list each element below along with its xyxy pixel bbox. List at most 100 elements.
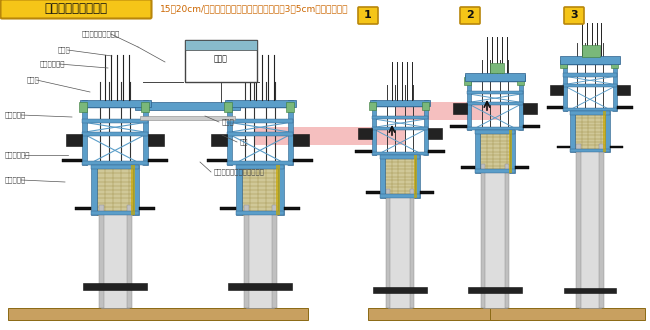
Bar (141, 102, 149, 112)
Bar (578, 152, 601, 308)
Bar (467, 102, 523, 105)
Bar (366, 191, 380, 193)
Bar (515, 166, 529, 169)
Bar (465, 73, 525, 81)
Bar (284, 207, 300, 210)
FancyBboxPatch shape (564, 7, 584, 24)
Bar (227, 119, 293, 123)
Bar (415, 155, 421, 198)
Bar (485, 173, 505, 308)
Bar (563, 73, 617, 77)
Bar (410, 189, 414, 308)
Bar (563, 108, 617, 111)
Bar (91, 165, 97, 215)
Bar (82, 119, 148, 123)
Bar (517, 77, 524, 85)
Bar (372, 127, 428, 130)
Bar (372, 152, 428, 155)
Bar (380, 155, 385, 198)
Bar (368, 308, 498, 320)
Bar (185, 40, 257, 82)
Bar (599, 144, 604, 308)
Bar (369, 102, 376, 110)
Bar (286, 102, 294, 112)
Bar (255, 127, 405, 145)
Bar (148, 159, 168, 162)
Bar (390, 198, 410, 308)
Text: 3: 3 (570, 11, 578, 20)
Bar (62, 159, 82, 162)
Bar (131, 165, 135, 215)
Bar (570, 111, 610, 115)
Bar (148, 134, 164, 146)
Bar (413, 155, 417, 198)
Text: 15～20cm/層で打設、打設スピードに合わせ3～5cm毎にスライド: 15～20cm/層で打設、打設スピードに合わせ3～5cm毎にスライド (160, 5, 348, 14)
Bar (395, 102, 500, 120)
Bar (467, 91, 523, 94)
Bar (82, 132, 148, 136)
Bar (380, 194, 421, 198)
Bar (580, 152, 600, 308)
FancyBboxPatch shape (358, 7, 378, 24)
Bar (508, 130, 512, 173)
Bar (453, 104, 467, 114)
Text: 油圧ポンプユニット: 油圧ポンプユニット (82, 31, 120, 37)
Bar (428, 150, 445, 153)
Bar (140, 116, 235, 120)
Bar (236, 211, 284, 215)
Bar (276, 165, 280, 215)
Bar (143, 100, 148, 165)
Text: 可動ヨーク: 可動ヨーク (5, 177, 26, 183)
Bar (422, 102, 429, 110)
Bar (547, 106, 563, 109)
Bar (450, 125, 467, 128)
Bar (227, 161, 293, 165)
Bar (467, 127, 523, 130)
Bar (227, 104, 293, 108)
Bar (8, 308, 308, 320)
Bar (82, 104, 148, 108)
Bar (248, 215, 272, 308)
Text: 水準器: 水準器 (222, 119, 235, 125)
Bar (236, 165, 284, 169)
Bar (610, 146, 623, 148)
Bar (480, 130, 510, 173)
Bar (99, 205, 103, 308)
Bar (79, 102, 87, 112)
Bar (133, 165, 139, 215)
Bar (135, 102, 240, 110)
Bar (563, 84, 617, 87)
Bar (242, 165, 278, 215)
Bar (421, 191, 434, 193)
Text: 変断面装置: 変断面装置 (5, 112, 26, 118)
Text: ロッド: ロッド (58, 47, 71, 53)
Bar (278, 165, 284, 215)
Bar (293, 159, 313, 162)
Bar (370, 100, 430, 106)
Bar (523, 125, 540, 128)
FancyBboxPatch shape (1, 0, 151, 18)
Bar (467, 79, 523, 82)
Bar (91, 165, 139, 169)
Text: 硬化開始のコンクリート層: 硬化開始のコンクリート層 (214, 169, 265, 175)
Text: ロッド案内管: ロッド案内管 (5, 152, 31, 158)
Bar (236, 165, 242, 215)
Text: 型枠: 型枠 (240, 139, 248, 145)
Bar (560, 56, 620, 64)
Bar (563, 58, 567, 111)
Bar (385, 155, 415, 198)
Bar (66, 134, 82, 146)
Text: 油圧ジャッキ: 油圧ジャッキ (40, 61, 66, 67)
Bar (464, 77, 471, 85)
Bar (220, 207, 236, 210)
Bar (101, 215, 129, 308)
Bar (564, 287, 616, 293)
Bar (575, 111, 604, 152)
Bar (82, 161, 148, 165)
Bar (474, 130, 515, 134)
Bar (570, 111, 575, 152)
Bar (244, 205, 248, 308)
Bar (468, 287, 522, 293)
Bar (97, 165, 133, 215)
Bar (474, 169, 515, 173)
